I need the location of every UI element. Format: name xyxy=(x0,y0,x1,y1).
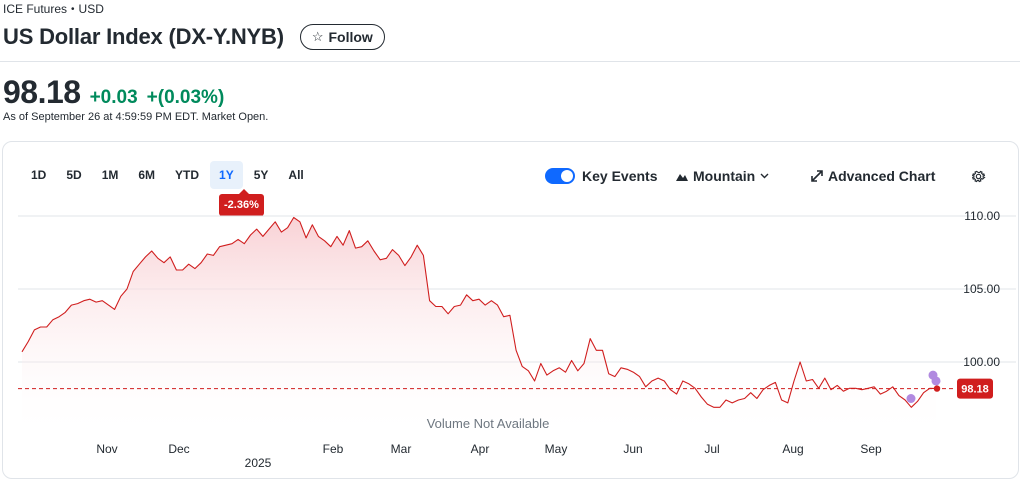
chart-type-label: Mountain xyxy=(693,168,756,184)
current-price-badge-label: 98.18 xyxy=(961,384,989,396)
key-events-control[interactable]: Key Events xyxy=(545,164,657,188)
x-tick-label: Apr xyxy=(471,442,490,456)
x-tick-label: Nov xyxy=(96,442,117,456)
volume-not-available-note: Volume Not Available xyxy=(427,416,550,431)
page-title: US Dollar Index (DX-Y.NYB) xyxy=(3,24,284,49)
chart-type-button[interactable]: Mountain xyxy=(676,168,769,184)
follow-label: Follow xyxy=(328,29,373,45)
quote-row: 98.18 +0.03 +(0.03%) xyxy=(3,74,224,111)
x-tick-label: Dec xyxy=(168,442,189,456)
follow-button[interactable]: ☆ Follow xyxy=(299,24,385,50)
current-price: 98.18 xyxy=(3,74,81,110)
x-tick-label: Aug xyxy=(782,442,803,456)
gear-icon[interactable] xyxy=(971,169,986,184)
key-events-toggle[interactable] xyxy=(545,168,575,184)
price-change-percent: +(0.03%) xyxy=(146,87,225,108)
y-tick-label: 100.00 xyxy=(963,355,1000,369)
quote-timestamp: As of September 26 at 4:59:59 PM EDT. Ma… xyxy=(3,111,269,123)
range-tab-ytd[interactable]: YTD xyxy=(166,161,208,189)
y-tick-label: 105.00 xyxy=(963,282,1000,296)
range-tab-5y[interactable]: 5Y xyxy=(245,161,278,189)
key-events-label: Key Events xyxy=(582,168,658,184)
x-tick-label: Feb xyxy=(323,442,344,456)
header-divider xyxy=(0,61,1020,62)
expand-icon xyxy=(811,170,823,182)
x-tick-label: Jul xyxy=(704,442,719,456)
range-tab-6m[interactable]: 6M xyxy=(129,161,164,189)
x-tick-label: Mar xyxy=(391,442,412,456)
price-change: +0.03 xyxy=(89,87,138,108)
advanced-chart-label: Advanced Chart xyxy=(828,168,936,184)
key-event-marker[interactable] xyxy=(931,376,941,386)
key-event-marker[interactable] xyxy=(906,394,916,403)
last-price-dot xyxy=(933,385,941,392)
y-tick-label: 110.00 xyxy=(964,209,1000,223)
range-tab-1d[interactable]: 1D xyxy=(22,161,55,189)
advanced-chart-control[interactable]: Advanced Chart xyxy=(811,164,935,188)
current-price-badge xyxy=(957,378,993,399)
range-tab-1m[interactable]: 1M xyxy=(93,161,128,189)
x-tick-label: Sep xyxy=(860,442,882,456)
currency-label: USD xyxy=(78,2,104,16)
range-change-badge: -2.36% xyxy=(219,189,264,216)
toggle-knob xyxy=(561,170,573,182)
breadcrumb-separator: • xyxy=(71,3,75,15)
title-row: US Dollar Index (DX-Y.NYB) ☆ Follow xyxy=(3,24,385,50)
price-area-fill xyxy=(22,217,936,440)
range-tab-all[interactable]: All xyxy=(279,161,312,189)
star-icon: ☆ xyxy=(311,29,324,44)
mountain-icon xyxy=(676,173,688,181)
x-tick-label: Jun xyxy=(623,442,642,456)
range-tab-1y[interactable]: 1Y xyxy=(210,161,243,189)
chart-type-dropdown[interactable]: Mountain xyxy=(676,164,769,188)
range-tab-5d[interactable]: 5D xyxy=(57,161,90,189)
chevron-down-icon xyxy=(760,173,769,179)
x-tick-label: May xyxy=(545,442,568,456)
year-label: 2025 xyxy=(245,456,272,470)
exchange-label: ICE Futures xyxy=(3,2,68,16)
settings-control[interactable] xyxy=(971,164,986,188)
breadcrumb: ICE Futures • USD xyxy=(3,2,104,16)
advanced-chart-button[interactable]: Advanced Chart xyxy=(811,168,935,184)
price-line xyxy=(21,216,937,408)
range-tabs: 1D 5D 1M 6M YTD 1Y 5Y All xyxy=(22,161,315,189)
